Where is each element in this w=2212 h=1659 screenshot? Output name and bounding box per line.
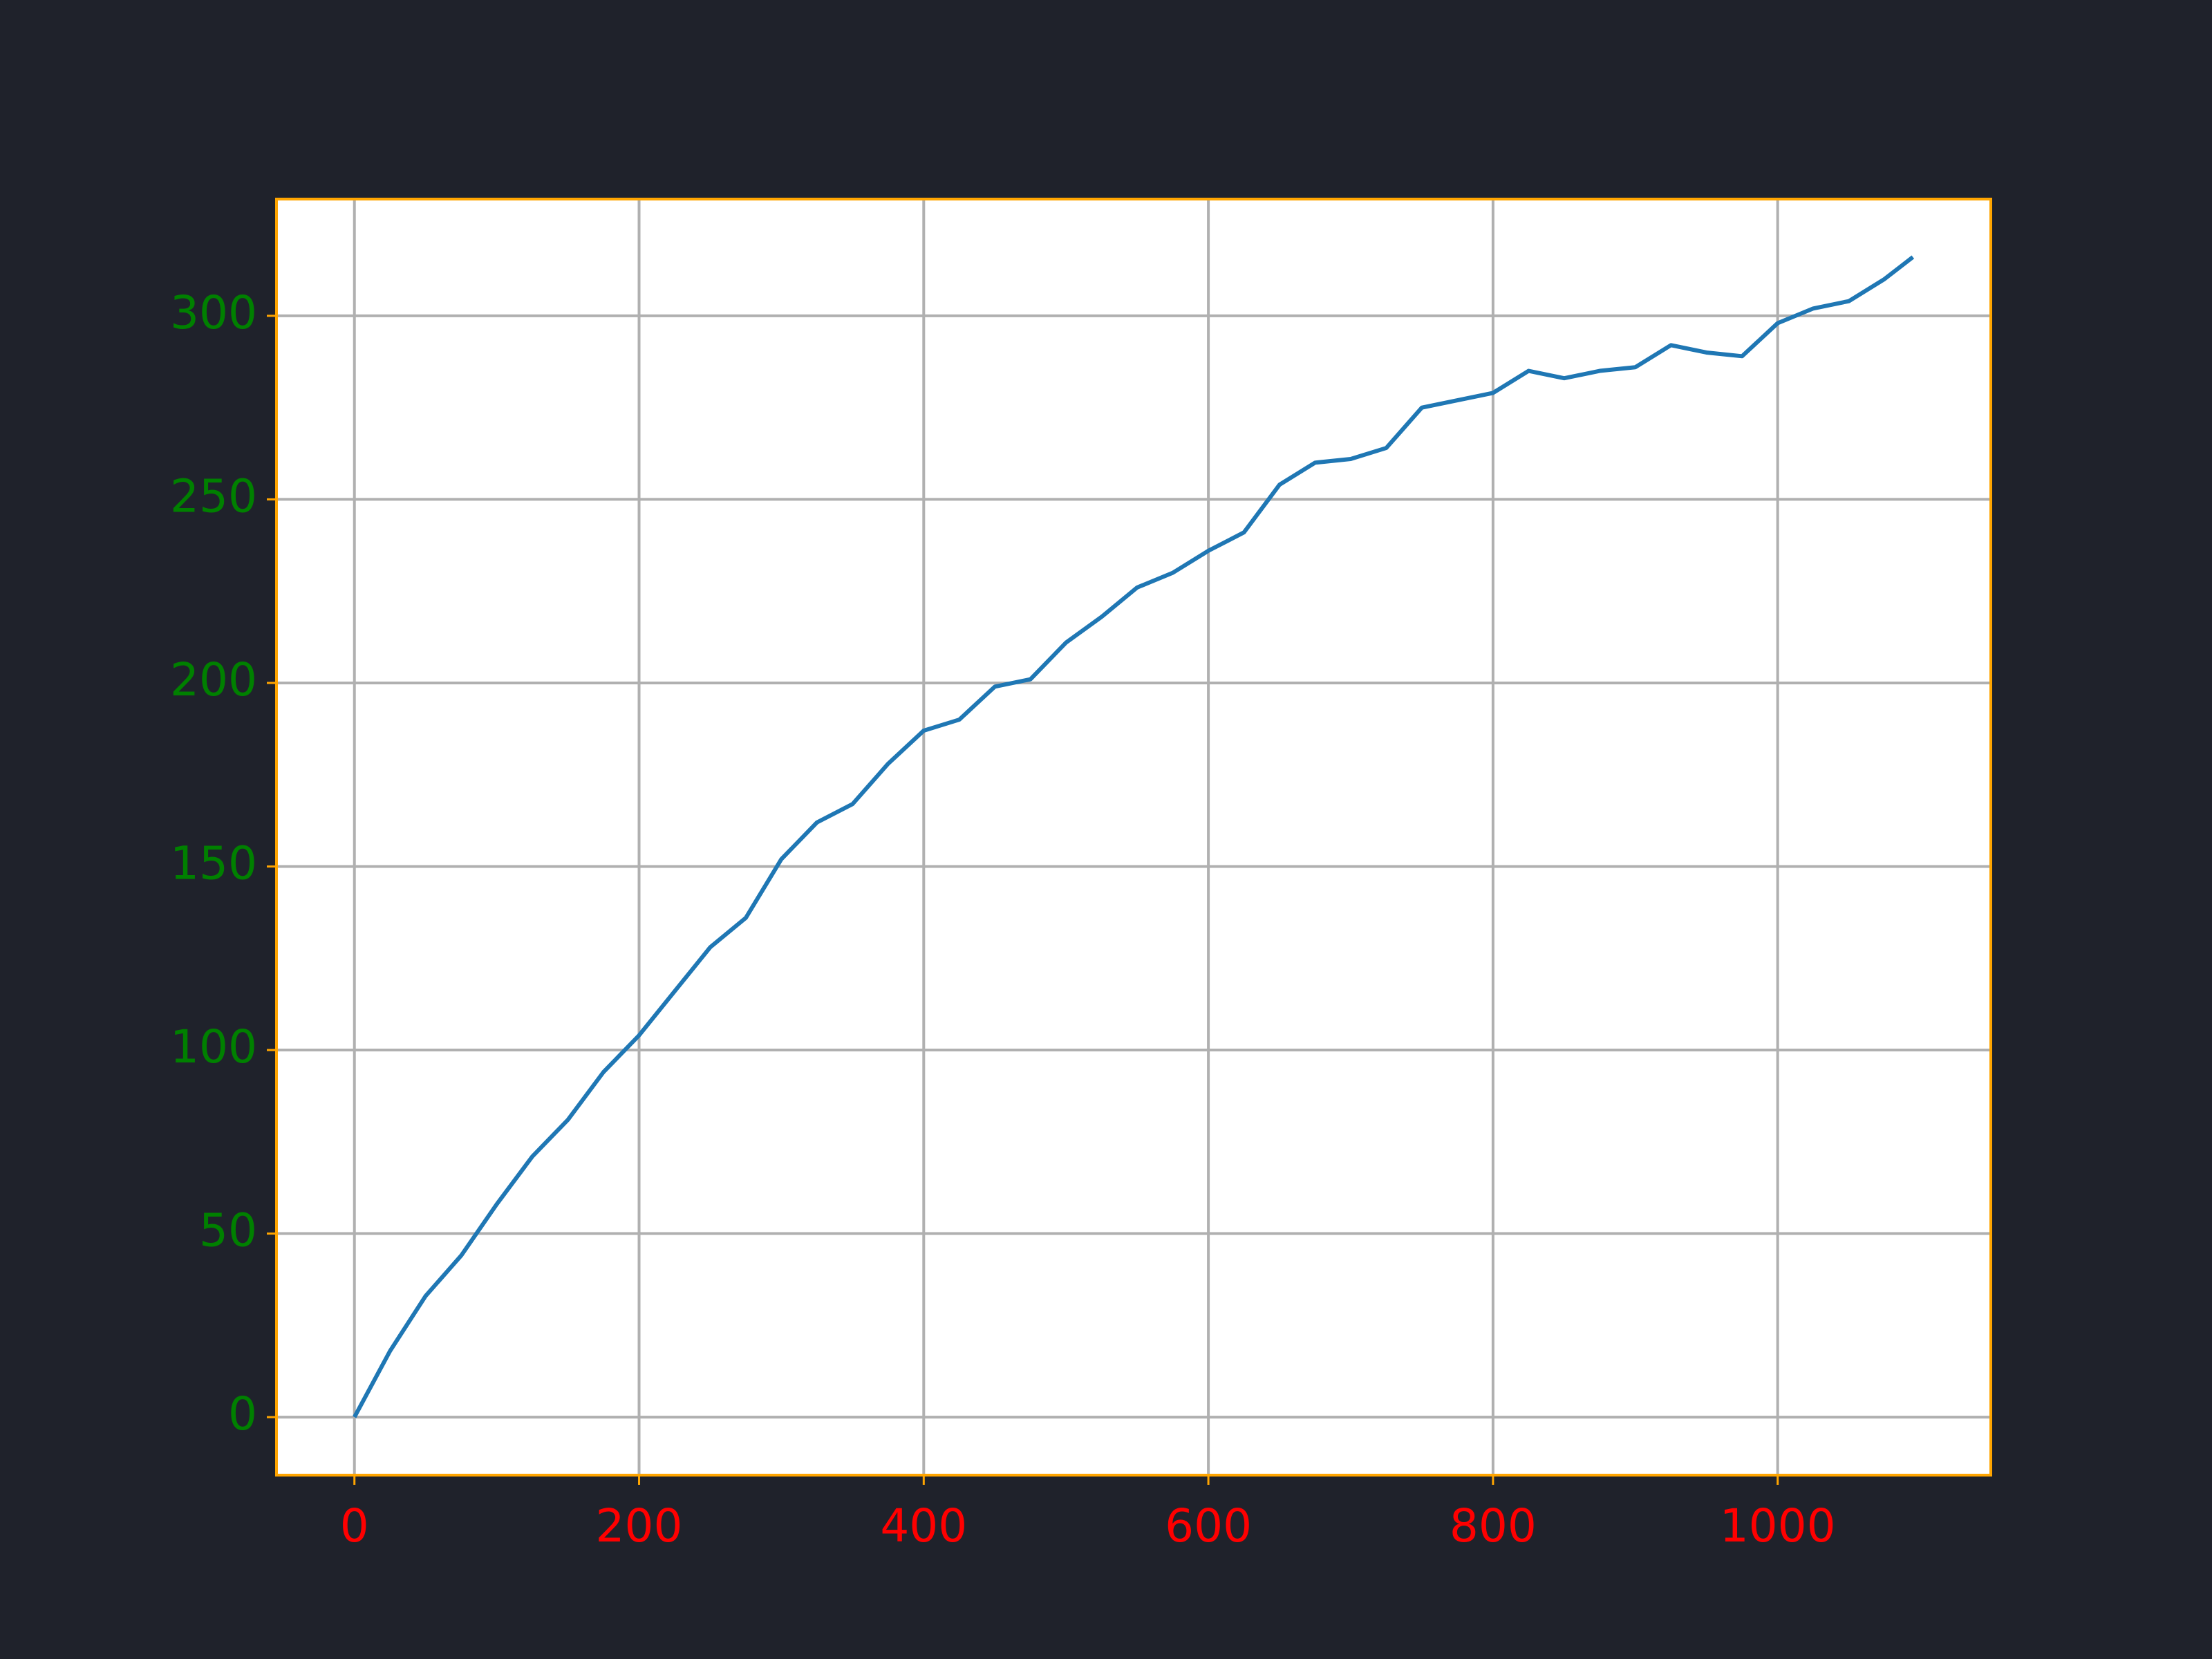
y-tick-label: 0 bbox=[228, 1387, 257, 1441]
x-tick-label: 1000 bbox=[1720, 1499, 1836, 1553]
y-tick-label: 50 bbox=[199, 1204, 257, 1257]
y-tick-label: 250 bbox=[170, 469, 257, 523]
x-tick-label: 600 bbox=[1165, 1499, 1252, 1553]
y-tick-label: 200 bbox=[170, 653, 257, 706]
x-tick-label: 0 bbox=[340, 1499, 369, 1553]
y-tick-label: 300 bbox=[170, 286, 257, 339]
data-line bbox=[353, 255, 1915, 1418]
plot-area bbox=[276, 199, 1991, 1475]
x-tick-label: 800 bbox=[1450, 1499, 1537, 1553]
x-tick-label: 200 bbox=[596, 1499, 683, 1553]
y-tick-label: 150 bbox=[170, 837, 257, 890]
x-tick-label: 400 bbox=[880, 1499, 967, 1553]
plot-frame bbox=[275, 198, 1992, 1477]
y-tick-label: 100 bbox=[170, 1020, 257, 1074]
